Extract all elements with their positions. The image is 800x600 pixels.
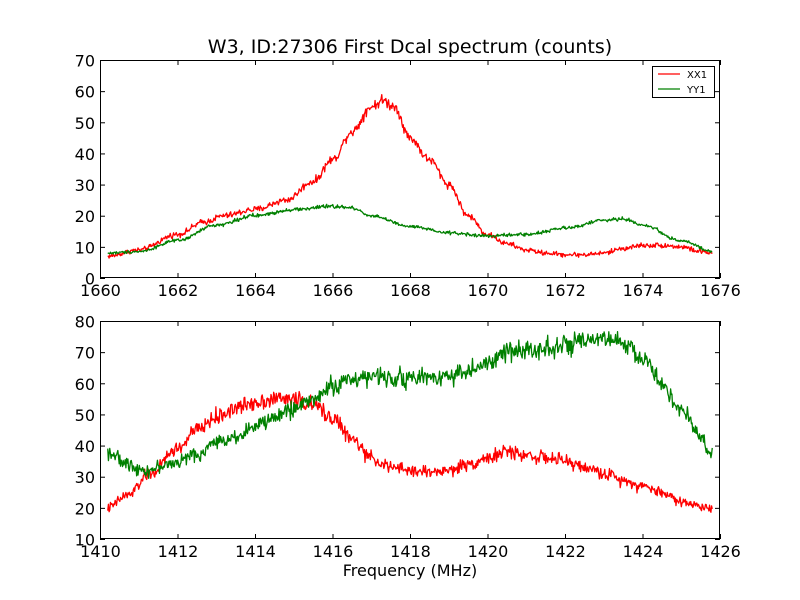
bottom-series-line-2 bbox=[107, 330, 713, 480]
bottom-chart: 1410 1412 1414 1416 1418 1420 1422 1424 1426 10 20… bbox=[75, 313, 741, 562]
bottom-xtick-label: 1414 bbox=[235, 542, 276, 561]
bottom-ytick-label: 60 bbox=[75, 375, 95, 394]
bottom-xtick-label: 1416 bbox=[313, 542, 354, 561]
top-xtick-label: 1660 bbox=[80, 281, 121, 300]
bottom-ytick-label: 50 bbox=[75, 406, 95, 425]
bottom-xtick-label: 1424 bbox=[623, 542, 664, 561]
bottom-xtick-label: 1418 bbox=[390, 542, 431, 561]
top-series-yy1 bbox=[107, 203, 713, 255]
top-series-xx1 bbox=[107, 94, 713, 259]
top-xtick-label: 1670 bbox=[468, 281, 509, 300]
top-xtick-label: 1674 bbox=[623, 281, 664, 300]
bottom-ytick-label: 40 bbox=[75, 437, 95, 456]
bottom-ytick-label: 10 bbox=[75, 531, 95, 550]
top-ytick-label: 60 bbox=[75, 83, 95, 102]
bottom-chart-axes: 1410 1412 1414 1416 1418 1420 1422 1424 1426 10 20… bbox=[75, 313, 741, 562]
bottom-xtick-label: 1412 bbox=[158, 542, 199, 561]
bottom-xtick-label: 1426 bbox=[700, 542, 741, 561]
top-chart: 1660 1662 1664 1666 1668 1670 1672 1674 1676 0 10 2… bbox=[75, 52, 741, 301]
top-chart-legend: XX1 YY1 bbox=[652, 66, 715, 98]
bottom-xtick-label: 1422 bbox=[545, 542, 586, 561]
bottom-xtick-label: 1420 bbox=[468, 542, 509, 561]
top-xtick-label: 1662 bbox=[158, 281, 199, 300]
top-chart-axes: 1660 1662 1664 1666 1668 1670 1672 1674 1676 0 10 2… bbox=[75, 52, 741, 301]
top-ytick-label: 20 bbox=[75, 207, 95, 226]
top-chart-series bbox=[107, 94, 713, 259]
legend-yy1-label: YY1 bbox=[686, 85, 706, 96]
bottom-series-line-1 bbox=[107, 390, 713, 513]
top-ytick-label: 0 bbox=[85, 270, 95, 289]
legend-box bbox=[652, 66, 715, 98]
top-xtick-label: 1668 bbox=[390, 281, 431, 300]
bottom-chart-xlabel: Frequency (MHz) bbox=[343, 561, 477, 580]
top-chart-title: W3, ID:27306 First Dcal spectrum (counts… bbox=[208, 36, 612, 58]
top-xtick-label: 1664 bbox=[235, 281, 276, 300]
top-ytick-label: 40 bbox=[75, 145, 95, 164]
bottom-ytick-label: 80 bbox=[75, 313, 95, 332]
bottom-ytick-label: 70 bbox=[75, 344, 95, 363]
top-ytick-label: 50 bbox=[75, 114, 95, 133]
top-xtick-label: 1672 bbox=[545, 281, 586, 300]
top-ytick-label: 70 bbox=[75, 52, 95, 71]
legend-xx1-label: XX1 bbox=[687, 70, 707, 81]
bottom-ytick-label: 30 bbox=[75, 468, 95, 487]
top-ytick-label: 30 bbox=[75, 176, 95, 195]
bottom-chart-series bbox=[107, 330, 713, 513]
top-xtick-label: 1666 bbox=[313, 281, 354, 300]
top-ytick-label: 10 bbox=[75, 238, 95, 257]
bottom-xtick-label: 1410 bbox=[80, 542, 121, 561]
top-xtick-label: 1676 bbox=[700, 281, 741, 300]
bottom-ytick-label: 20 bbox=[75, 499, 95, 518]
